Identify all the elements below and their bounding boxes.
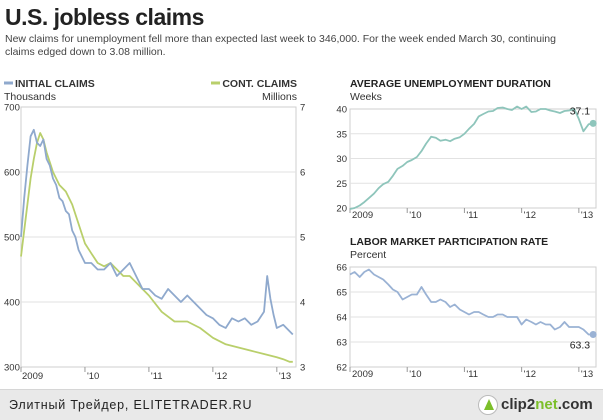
left-x-tick-label: '13 (279, 371, 291, 382)
left-y-tick-label: 500 (4, 233, 20, 244)
cont-claims-legend: CONT. CLAIMS (222, 78, 297, 90)
left-y-tick-label: 300 (4, 363, 20, 374)
clip2net-logo: clip2net.com (478, 395, 598, 415)
left-x-tick-label: '12 (215, 371, 227, 382)
x-tick-label: '11 (466, 369, 478, 380)
clip2net-logo-icon (478, 395, 498, 415)
right-y-tick-label: 4 (300, 298, 305, 309)
right-y-tick-label: 3 (300, 363, 305, 374)
y-tick-label: 40 (336, 105, 347, 116)
initial-claims-legend: INITIAL CLAIMS (15, 78, 95, 90)
initial-claims-unit: Thousands (4, 91, 56, 103)
right-y-tick-label: 6 (300, 168, 305, 179)
y-tick-label: 35 (336, 129, 347, 140)
watermark-text: Элитный Трейдер, ELITETRADER.RU (9, 398, 253, 412)
y-tick-label: 63 (336, 338, 347, 349)
last-value-point (589, 331, 597, 338)
page-title: U.S. jobless claims (5, 4, 204, 30)
series-line (349, 105, 594, 210)
participation-rate-chart: 62 63 64 65 66 2009 '10 '11 '12 '13 63.3 (336, 263, 597, 380)
subtitle-line-2: claims edged down to 3.08 million. (5, 45, 166, 58)
left-y-tick-label: 600 (4, 168, 20, 179)
participation-chart-ylabel: Percent (350, 249, 386, 261)
charts-canvas: INITIAL CLAIMS Thousands CONT. CLAIMS Mi… (4, 78, 597, 383)
page-subtitle: New claims for unemployment fell more th… (5, 33, 595, 58)
last-value-label: 63.3 (570, 340, 591, 352)
duration-chart-title: AVERAGE UNEMPLOYMENT DURATION (350, 78, 551, 90)
right-y-tick-label: 5 (300, 233, 305, 244)
initial-claims-line (20, 128, 294, 336)
jobless-claims-chart: 300 400 500 600 700 3 4 5 6 7 2009 '10 '11 '12 '13 (4, 103, 305, 383)
left-x-tick-label: 2009 (22, 371, 43, 382)
left-y-tick-label: 700 (4, 103, 20, 114)
y-tick-label: 25 (336, 179, 347, 190)
x-tick-label: '10 (409, 369, 421, 380)
series-line (349, 268, 594, 336)
y-tick-label: 65 (336, 288, 347, 299)
right-y-tick-label: 7 (300, 103, 305, 114)
x-tick-label: '12 (524, 210, 536, 221)
y-tick-label: 62 (336, 363, 347, 374)
last-value-label: 37.1 (570, 105, 591, 117)
cont-claims-unit: Millions (262, 91, 297, 103)
duration-chart-ylabel: Weeks (350, 91, 382, 103)
y-tick-label: 64 (336, 313, 347, 324)
x-tick-label: 2009 (352, 210, 373, 221)
unemployment-duration-chart: 20 25 30 35 40 2009 '10 '11 '12 '13 37.1 (336, 105, 597, 221)
y-tick-label: 66 (336, 263, 347, 274)
participation-chart-title: LABOR MARKET PARTICIPATION RATE (350, 236, 548, 248)
footer-bar: Элитный Трейдер, ELITETRADER.RU clip2net… (0, 389, 603, 420)
left-y-tick-label: 400 (4, 298, 20, 309)
x-tick-label: '12 (524, 369, 536, 380)
cont-claims-line (20, 132, 293, 363)
clip2net-logo-text: clip2net.com (501, 396, 593, 413)
x-tick-label: '10 (409, 210, 421, 221)
last-value-point (589, 119, 597, 127)
x-tick-label: 2009 (352, 369, 373, 380)
left-x-tick-label: '10 (87, 371, 99, 382)
y-tick-label: 20 (336, 204, 347, 215)
x-tick-label: '13 (581, 369, 593, 380)
left-x-tick-label: '11 (151, 371, 163, 382)
subtitle-line-1: New claims for unemployment fell more th… (5, 33, 556, 45)
x-tick-label: '13 (581, 210, 593, 221)
x-tick-label: '11 (466, 210, 478, 221)
y-tick-label: 30 (336, 154, 347, 165)
